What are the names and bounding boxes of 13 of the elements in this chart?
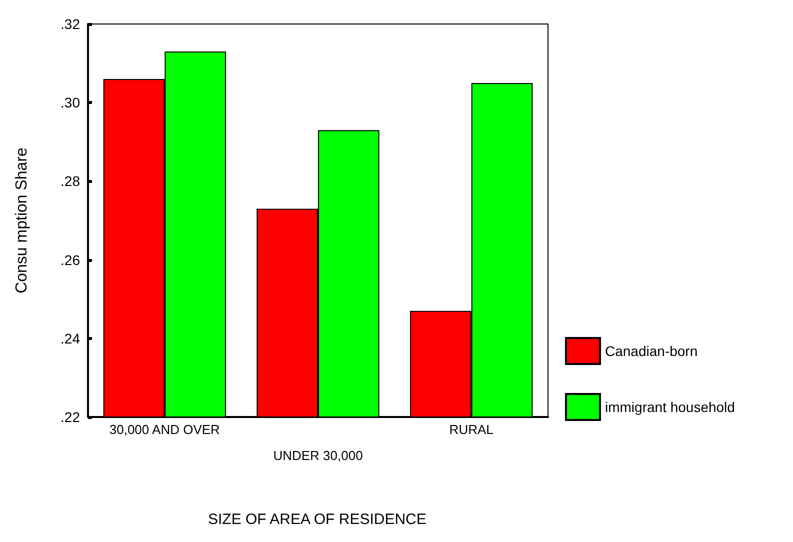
y-axis-title: Consu mption Share [14, 147, 30, 294]
y-tick-label: .22 [60, 409, 80, 425]
x-tick-label: 30,000 AND OVER [109, 422, 220, 437]
x-tick-label: RURAL [449, 422, 494, 437]
y-tick-label: .32 [60, 16, 80, 32]
legend-label: immigrant household [605, 399, 735, 415]
x-axis-title: SIZE OF AREA OF RESIDENCE [208, 511, 426, 528]
y-tick-label: .30 [60, 94, 80, 111]
legend-label: Canadian-born [605, 343, 698, 359]
y-tick-label: .26 [60, 252, 80, 268]
y-tick-label: .24 [60, 330, 80, 346]
y-tick-label: .28 [60, 173, 80, 190]
x-tick-label: UNDER 30,000 [273, 448, 363, 463]
